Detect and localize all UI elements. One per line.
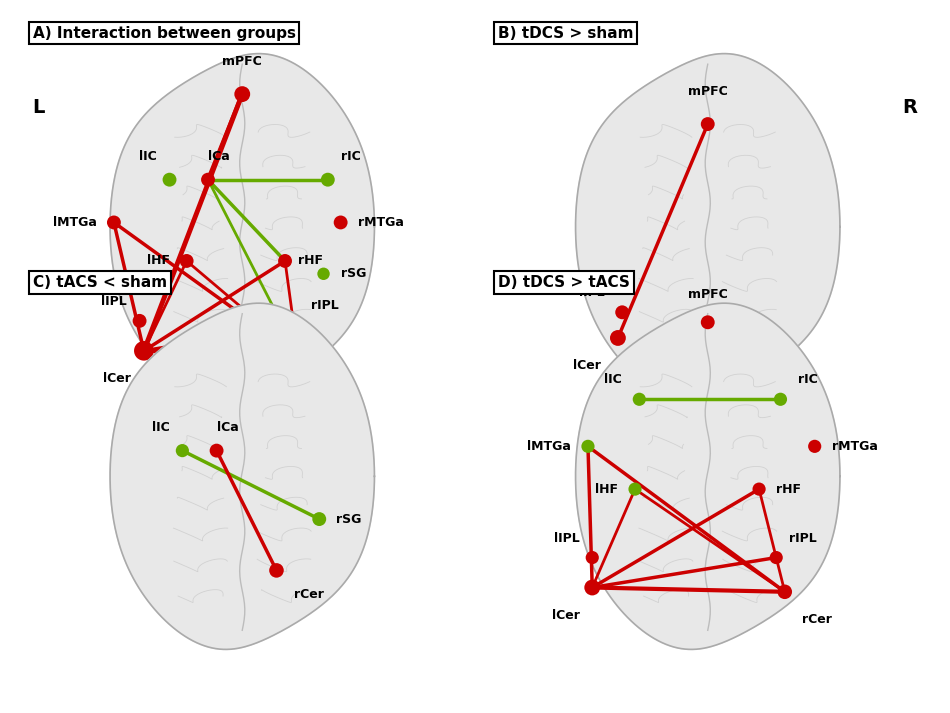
Text: rIPL: rIPL — [789, 532, 817, 545]
Point — [584, 552, 599, 563]
Text: rCer: rCer — [311, 376, 340, 389]
Text: rIC: rIC — [341, 150, 360, 163]
Text: R: R — [902, 98, 918, 118]
Point — [769, 552, 784, 563]
Text: lMTGa: lMTGa — [527, 440, 571, 453]
Point — [291, 349, 306, 361]
Point — [179, 255, 194, 267]
Point — [291, 319, 306, 331]
Text: rIC: rIC — [798, 374, 817, 386]
Point — [584, 582, 599, 593]
Point — [209, 445, 224, 456]
Text: rHF: rHF — [298, 255, 323, 267]
Text: lCer: lCer — [573, 359, 600, 372]
Text: rSG: rSG — [341, 267, 366, 280]
Text: mPFC: mPFC — [222, 56, 262, 68]
Point — [162, 174, 177, 185]
Text: lIC: lIC — [152, 421, 169, 434]
Point — [610, 332, 625, 344]
Point — [777, 586, 792, 597]
Point — [700, 118, 715, 130]
Text: lIC: lIC — [139, 150, 157, 163]
Text: lCer: lCer — [104, 372, 131, 385]
Text: L: L — [32, 98, 45, 118]
Text: lIC: lIC — [604, 374, 622, 386]
Point — [320, 174, 335, 185]
Point — [136, 345, 151, 356]
Text: lIPL: lIPL — [580, 287, 605, 299]
Point — [132, 315, 147, 327]
Text: rIPL: rIPL — [311, 299, 338, 312]
Text: lCa: lCa — [208, 150, 230, 163]
Point — [200, 174, 216, 185]
Point — [235, 88, 250, 100]
Point — [277, 255, 293, 267]
Text: lCa: lCa — [217, 421, 238, 434]
Polygon shape — [576, 303, 840, 650]
Point — [175, 445, 190, 456]
Text: rMTGa: rMTGa — [832, 440, 878, 453]
Text: B) tDCS > sham: B) tDCS > sham — [498, 26, 634, 41]
Point — [312, 513, 327, 525]
Point — [269, 565, 284, 576]
Polygon shape — [110, 303, 374, 650]
Point — [808, 441, 823, 452]
Point — [773, 394, 788, 405]
Text: rCer: rCer — [802, 613, 832, 626]
Polygon shape — [576, 53, 840, 400]
Text: lIPL: lIPL — [101, 295, 126, 308]
Text: rCer: rCer — [294, 588, 323, 600]
Text: lMTGa: lMTGa — [53, 216, 97, 229]
Text: lCer: lCer — [552, 609, 580, 622]
Text: lHF: lHF — [146, 255, 169, 267]
Text: D) tDCS > tACS: D) tDCS > tACS — [498, 275, 630, 290]
Text: lIPL: lIPL — [554, 532, 579, 545]
Point — [751, 483, 767, 495]
Text: C) tACS < sham: C) tACS < sham — [32, 275, 167, 290]
Text: rMTGa: rMTGa — [358, 216, 404, 229]
Point — [627, 483, 642, 495]
Text: A) Interaction between groups: A) Interaction between groups — [32, 26, 295, 41]
Text: lHF: lHF — [595, 483, 618, 496]
Polygon shape — [110, 53, 374, 400]
Point — [316, 268, 332, 279]
Point — [615, 307, 630, 318]
Text: mPFC: mPFC — [688, 288, 728, 301]
Point — [580, 441, 596, 452]
Text: rSG: rSG — [336, 513, 362, 525]
Point — [700, 317, 715, 328]
Text: rHF: rHF — [776, 483, 801, 496]
Text: mPFC: mPFC — [688, 86, 728, 98]
Point — [106, 217, 122, 228]
Point — [333, 217, 349, 228]
Point — [632, 394, 647, 405]
